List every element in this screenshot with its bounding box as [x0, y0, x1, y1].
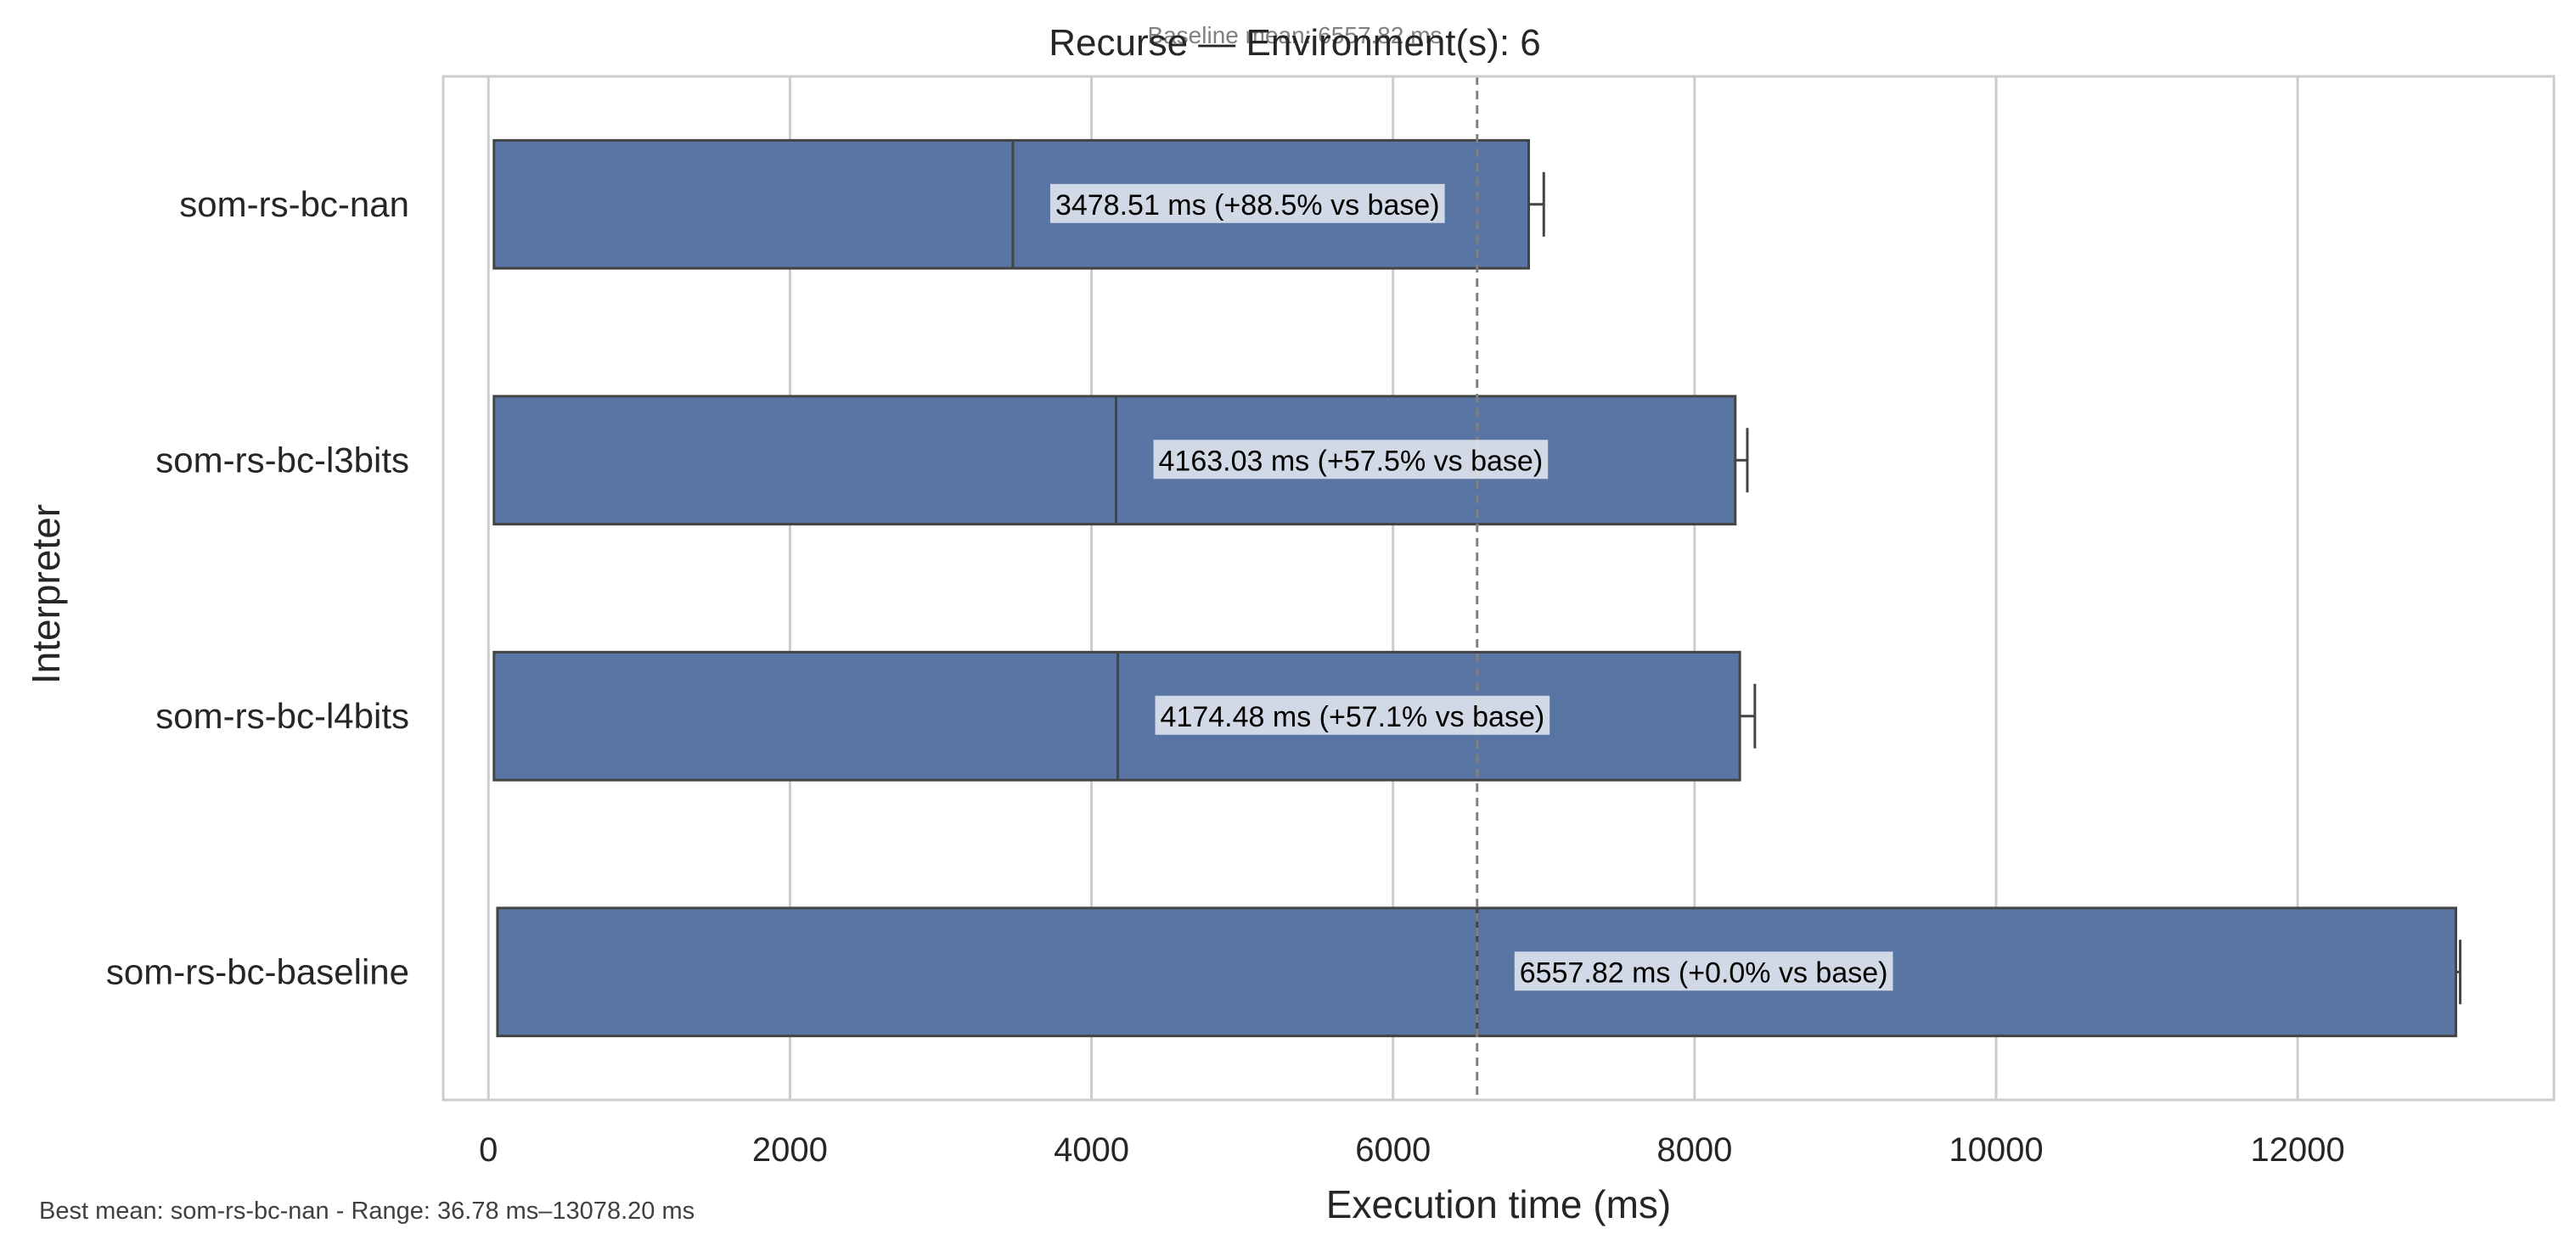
x-tick-label: 2000 [752, 1131, 828, 1169]
data-label-group: 4174.48 ms (+57.1% vs base) [1155, 695, 1550, 735]
data-label-group: 4163.03 ms (+57.5% vs base) [1153, 440, 1549, 480]
y-category-label: som-rs-bc-l4bits [155, 696, 409, 736]
x-tick-label: 12000 [2251, 1131, 2345, 1169]
data-label-background [1049, 183, 1445, 223]
x-tick-label: 8000 [1656, 1131, 1732, 1169]
data-label: 4174.48 ms (+57.1% vs base) [1161, 701, 1545, 733]
plot-frame [442, 75, 2556, 1102]
y-category-labels: som-rs-bc-nan som-rs-bc-l3bits som-rs-bc-l… [106, 184, 409, 992]
bar-range [492, 395, 1737, 526]
footer-summary: Best mean: som-rs-bc-nan - Range: 36.78 … [39, 1198, 695, 1225]
baseline-note: Baseline mean: 6557.82 ms [1147, 22, 1442, 48]
x-tick-label: 0 [479, 1131, 498, 1169]
data-label: 4163.03 ms (+57.5% vs base) [1159, 445, 1544, 477]
chart-title: Recurse — Environment(s): 6 [1049, 22, 1541, 64]
x-axis-label: Execution time (ms) [1326, 1182, 1671, 1226]
data-label-background [1155, 695, 1550, 735]
x-tick-label: 6000 [1355, 1131, 1431, 1169]
y-category-label: som-rs-bc-nan [179, 184, 409, 224]
x-tick-label: 10000 [1949, 1131, 2043, 1169]
x-tick-label: 4000 [1054, 1131, 1129, 1169]
data-label: 6557.82 ms (+0.0% vs base) [1520, 956, 1888, 989]
data-labels: 3478.51 ms (+88.5% vs base) 4163.03 ms (+… [1049, 183, 1893, 991]
data-label-background [1514, 951, 1893, 991]
y-category-label: som-rs-bc-l3bits [155, 440, 409, 480]
data-label-group: 3478.51 ms (+88.5% vs base) [1049, 183, 1445, 223]
data-label-group: 6557.82 ms (+0.0% vs base) [1514, 951, 1893, 991]
data-label-background [1153, 440, 1549, 480]
y-category-label: som-rs-bc-baseline [106, 951, 409, 991]
data-label: 3478.51 ms (+88.5% vs base) [1055, 189, 1440, 222]
y-axis-label: Interpreter [24, 504, 68, 684]
x-tick-labels: 0 2000 4000 6000 8000 10000 12000 [479, 1131, 2345, 1169]
